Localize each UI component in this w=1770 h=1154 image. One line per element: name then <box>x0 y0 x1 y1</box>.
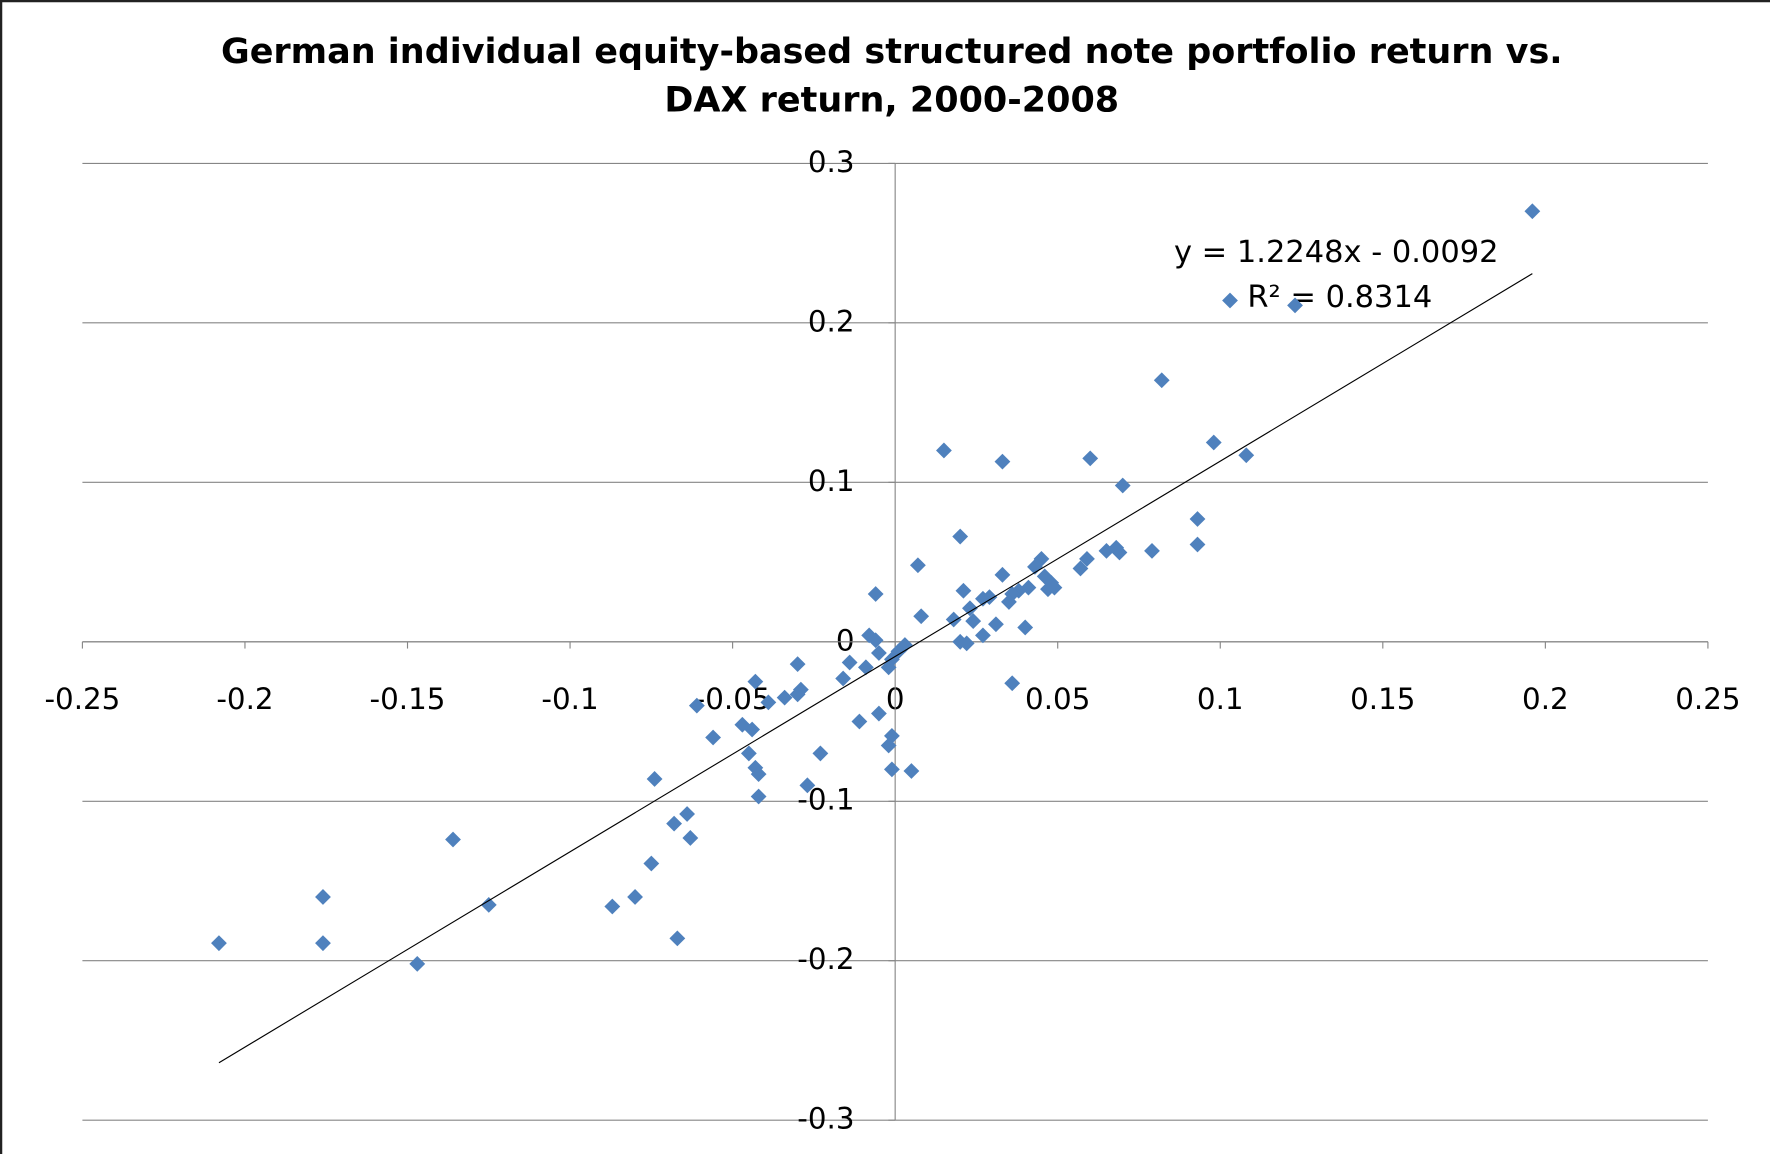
scatter-point <box>1082 450 1099 467</box>
scatter-point <box>1098 543 1115 559</box>
scatter-point <box>835 670 852 687</box>
scatter-point <box>315 935 331 952</box>
scatter-point <box>740 745 757 762</box>
scatter-point <box>643 855 660 872</box>
scatter-point <box>988 616 1004 633</box>
x-tick-label: 0.25 <box>1675 682 1740 716</box>
scatter-point <box>682 830 699 846</box>
scatter-point <box>445 831 461 848</box>
x-tick-label: -0.05 <box>695 682 771 716</box>
scatter-point <box>1040 581 1056 598</box>
x-tick-label: 0.2 <box>1522 682 1569 716</box>
scatter-point <box>994 566 1011 583</box>
scatter-point <box>1144 543 1160 559</box>
y-tick-label: 0.2 <box>808 304 855 338</box>
x-tick-label: -0.2 <box>216 682 273 716</box>
scatter-point <box>1017 619 1034 636</box>
scatter-point <box>1287 297 1303 314</box>
scatter-point <box>962 600 978 617</box>
scatter-point <box>646 771 663 787</box>
trendline <box>218 273 1533 1064</box>
scatter-point <box>705 729 722 746</box>
scatter-point <box>1001 594 1017 610</box>
scatter-point <box>666 815 682 832</box>
y-tick-label: 0 <box>836 623 855 657</box>
y-tick-label: 0.3 <box>808 145 855 179</box>
scatter-point <box>1524 203 1541 220</box>
y-tick-label: -0.2 <box>797 942 854 976</box>
x-tick-label: -0.1 <box>541 682 598 716</box>
scatter-point <box>1153 372 1170 389</box>
scatter-point <box>1222 292 1238 309</box>
x-tick-label: -0.25 <box>44 682 120 716</box>
scatter-point <box>936 442 952 459</box>
scatter-point <box>851 713 868 730</box>
scatter-point <box>965 613 982 629</box>
x-tick-label: 0.05 <box>1025 682 1090 716</box>
scatter-point <box>867 632 884 649</box>
scatter-point <box>1027 558 1043 575</box>
scatter-point <box>910 557 926 574</box>
scatter-point <box>955 582 972 599</box>
scatter-point <box>994 453 1011 470</box>
scatter-point <box>799 777 816 794</box>
scatter-point <box>913 608 930 625</box>
scatter-point <box>315 889 331 905</box>
scatter-point <box>1189 511 1206 527</box>
x-tick-label: 0.1 <box>1197 682 1244 716</box>
scatter-point <box>1238 447 1255 464</box>
scatter-point <box>480 897 497 913</box>
trendline-r-squared: R² = 0.8314 <box>1247 280 1432 315</box>
scatter-point <box>1189 536 1206 553</box>
scatter-point <box>744 721 761 738</box>
scatter-point <box>688 697 705 714</box>
chart-title: German individual equity-based structure… <box>221 32 1563 120</box>
y-tick-label: -0.3 <box>797 1102 854 1136</box>
scatter-point <box>884 761 900 778</box>
scatter-point <box>211 935 227 952</box>
y-tick-label: 0.1 <box>808 464 855 498</box>
x-tick-label: -0.15 <box>370 682 446 716</box>
scatter-point <box>747 673 764 690</box>
x-tick-label: 0.15 <box>1350 682 1415 716</box>
scatter-point <box>880 737 897 754</box>
scatter-point <box>867 586 884 602</box>
scatter-point <box>1079 550 1095 567</box>
scatter-point <box>1205 434 1222 451</box>
trendline-equation: y = 1.2248x - 0.0092 <box>1174 235 1498 270</box>
scatter-point <box>409 956 426 972</box>
scatter-point <box>1114 477 1131 494</box>
scatter-point <box>1111 544 1128 561</box>
scatter-point <box>1072 560 1089 577</box>
